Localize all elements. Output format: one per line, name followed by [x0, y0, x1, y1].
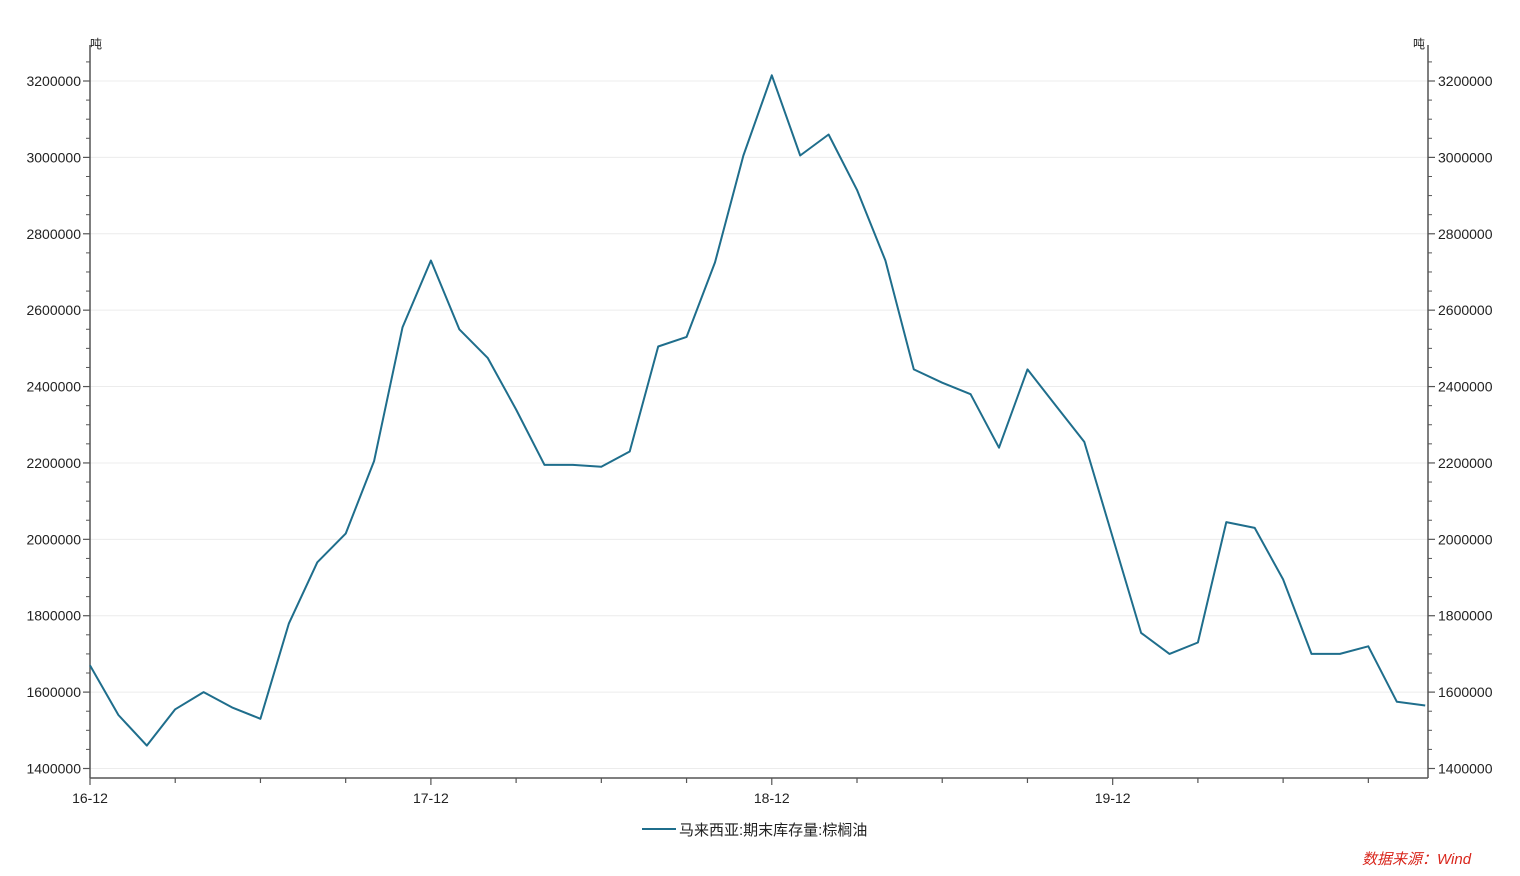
source-note: 数据来源：Wind	[1362, 851, 1472, 868]
data-point	[430, 260, 432, 262]
data-point	[345, 533, 347, 535]
data-point	[544, 464, 546, 466]
right-y-tick-label: 1800000	[1438, 608, 1493, 624]
data-point	[288, 622, 290, 624]
right-y-tick-label: 3000000	[1438, 149, 1493, 165]
data-point	[1169, 653, 1171, 655]
data-point	[1396, 701, 1398, 703]
right-y-tick-label: 2000000	[1438, 531, 1493, 547]
left-y-tick-label: 1600000	[26, 684, 81, 700]
data-point	[259, 718, 261, 720]
legend: 马来西亚:期末库存量:棕榈油	[642, 822, 867, 839]
data-point	[1367, 645, 1369, 647]
axes	[89, 45, 1429, 779]
data-point	[771, 74, 773, 76]
axis-ticks	[83, 61, 1435, 785]
left-y-tick-label: 2200000	[26, 455, 81, 471]
data-point	[1339, 653, 1341, 655]
data-point	[487, 357, 489, 359]
data-point	[1254, 527, 1256, 529]
data-point	[1112, 536, 1114, 538]
right-y-tick-label: 1600000	[1438, 684, 1493, 700]
data-point	[203, 691, 205, 693]
data-point	[1424, 705, 1426, 707]
data-point	[629, 451, 631, 453]
axis-tick-labels: 1400000 1400000 1600000 1600000 1800000 18000…	[26, 73, 1492, 806]
data-point	[1311, 653, 1313, 655]
data-point	[373, 460, 375, 462]
data-point	[799, 155, 801, 157]
left-y-tick-label: 2000000	[26, 531, 81, 547]
data-point	[146, 745, 148, 747]
data-point	[998, 447, 1000, 449]
data-point	[742, 155, 744, 157]
data-point	[515, 409, 517, 411]
x-tick-label: 18-12	[754, 790, 790, 806]
data-point	[458, 328, 460, 330]
data-point	[231, 706, 233, 708]
data-point	[402, 326, 404, 328]
right-y-tick-label: 2200000	[1438, 455, 1493, 471]
data-point	[1140, 632, 1142, 634]
left-y-tick-label: 2600000	[26, 302, 81, 318]
data-point	[1027, 368, 1029, 370]
data-point	[600, 466, 602, 468]
left-unit-label: 吨	[90, 37, 102, 51]
series-layer	[89, 74, 1426, 747]
data-point	[1282, 578, 1284, 580]
data-point	[1055, 405, 1057, 407]
right-y-tick-label: 1400000	[1438, 761, 1493, 777]
series-line	[89, 74, 1426, 747]
data-point	[941, 382, 943, 384]
left-y-tick-label: 1400000	[26, 761, 81, 777]
x-tick-label: 17-12	[413, 790, 449, 806]
left-y-tick-label: 1800000	[26, 608, 81, 624]
data-point	[657, 346, 659, 348]
gridlines	[90, 80, 1428, 769]
data-point	[572, 464, 574, 466]
left-y-tick-label: 3200000	[26, 73, 81, 89]
left-y-tick-label: 3000000	[26, 149, 81, 165]
data-point	[714, 261, 716, 263]
data-point	[828, 134, 830, 136]
data-point	[174, 708, 176, 710]
data-point	[884, 260, 886, 262]
data-point	[117, 714, 119, 716]
right-y-tick-label: 2400000	[1438, 379, 1493, 395]
data-point	[686, 336, 688, 338]
right-unit-label: 吨	[1413, 37, 1425, 51]
x-tick-label: 19-12	[1095, 790, 1131, 806]
left-y-tick-label: 2400000	[26, 379, 81, 395]
data-point	[89, 664, 91, 666]
data-point	[970, 393, 972, 395]
data-point	[913, 368, 915, 370]
legend-label: 马来西亚:期末库存量:棕榈油	[679, 822, 867, 839]
data-point	[1225, 521, 1227, 523]
data-point	[856, 189, 858, 191]
data-point	[1083, 441, 1085, 443]
right-y-tick-label: 2800000	[1438, 226, 1493, 242]
data-point	[316, 561, 318, 563]
data-point	[1197, 642, 1199, 644]
x-tick-label: 16-12	[72, 790, 108, 806]
right-y-tick-label: 2600000	[1438, 302, 1493, 318]
left-y-tick-label: 2800000	[26, 226, 81, 242]
right-y-tick-label: 3200000	[1438, 73, 1493, 89]
